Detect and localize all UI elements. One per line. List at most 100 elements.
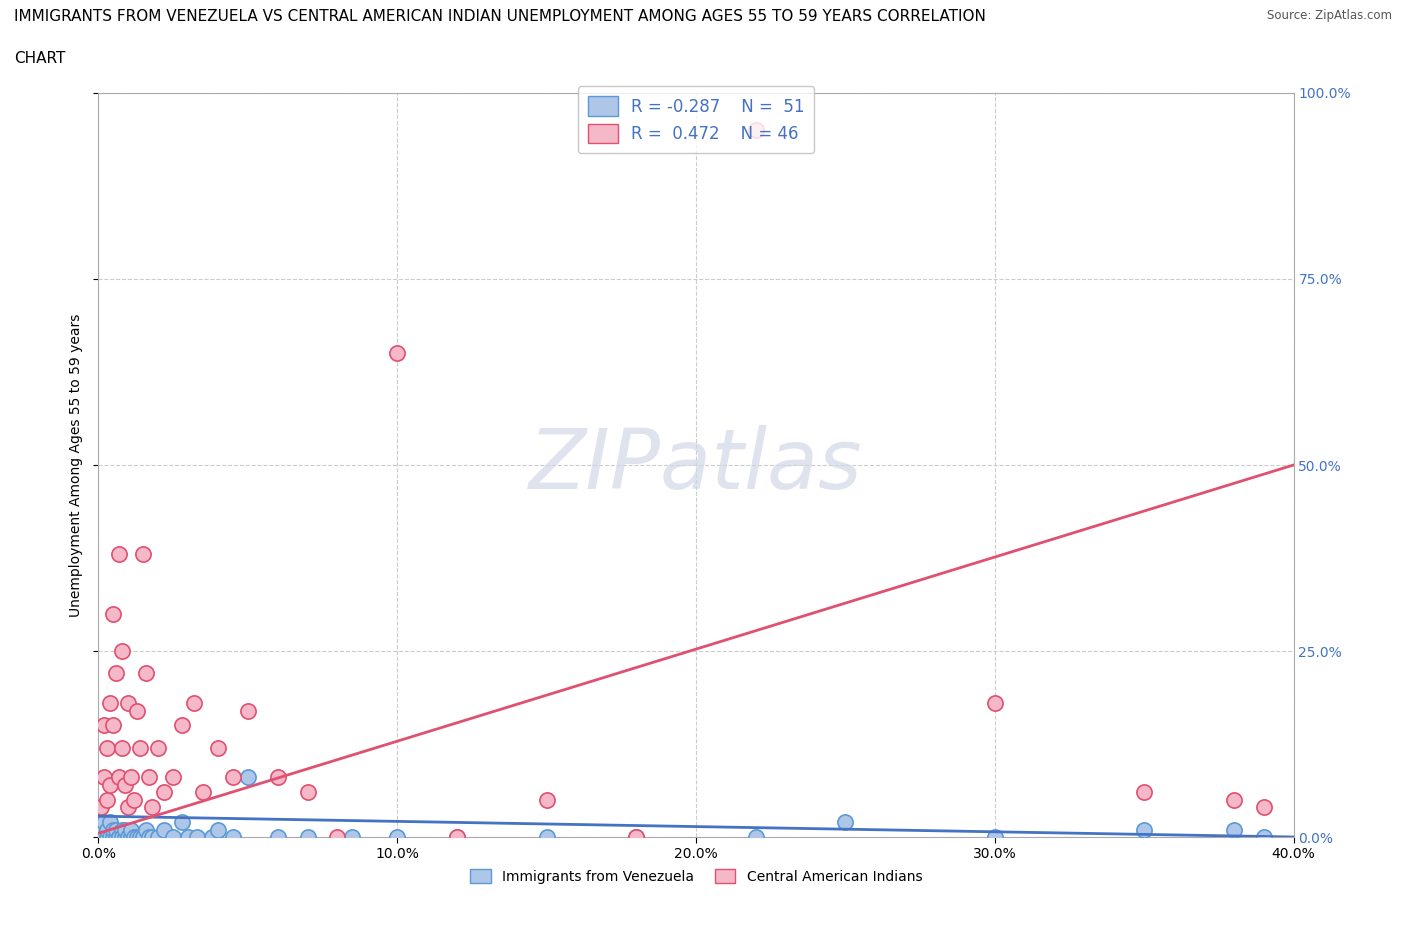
Point xyxy=(98,777,122,792)
Point xyxy=(93,718,115,733)
Point xyxy=(114,777,136,792)
Point xyxy=(117,696,139,711)
Point xyxy=(1223,792,1246,807)
Point xyxy=(385,346,409,361)
Point xyxy=(103,718,125,733)
Point xyxy=(98,815,122,830)
Point xyxy=(124,792,146,807)
Point xyxy=(120,822,142,837)
Point xyxy=(297,785,319,800)
Point xyxy=(120,770,142,785)
Point xyxy=(105,830,128,844)
Point xyxy=(96,792,118,807)
Point xyxy=(127,830,149,844)
Point xyxy=(172,815,194,830)
Point xyxy=(103,606,125,621)
Point xyxy=(148,740,170,755)
Text: IMMIGRANTS FROM VENEZUELA VS CENTRAL AMERICAN INDIAN UNEMPLOYMENT AMONG AGES 55 : IMMIGRANTS FROM VENEZUELA VS CENTRAL AME… xyxy=(14,9,986,24)
Legend: Immigrants from Venezuela, Central American Indians: Immigrants from Venezuela, Central Ameri… xyxy=(464,864,928,890)
Point xyxy=(98,696,122,711)
Point xyxy=(385,830,409,844)
Point xyxy=(222,830,245,844)
Point xyxy=(96,830,118,844)
Point xyxy=(93,770,115,785)
Point xyxy=(162,770,184,785)
Point xyxy=(98,830,122,844)
Point xyxy=(745,830,768,844)
Point xyxy=(1253,800,1275,815)
Point xyxy=(108,547,131,562)
Point xyxy=(834,815,856,830)
Point xyxy=(108,830,131,844)
Point xyxy=(93,830,115,844)
Point xyxy=(117,830,139,844)
Point xyxy=(162,830,184,844)
Point xyxy=(186,830,208,844)
Point xyxy=(103,822,125,837)
Point xyxy=(236,770,259,785)
Point xyxy=(111,740,134,755)
Point xyxy=(342,830,364,844)
Point xyxy=(129,740,152,755)
Point xyxy=(267,770,290,785)
Point xyxy=(183,696,205,711)
Point xyxy=(138,830,160,844)
Point xyxy=(108,830,131,844)
Point xyxy=(626,830,648,844)
Point xyxy=(111,644,134,658)
Point xyxy=(201,830,224,844)
Point xyxy=(984,696,1007,711)
Point xyxy=(120,830,142,844)
Point xyxy=(93,815,115,830)
Point xyxy=(297,830,319,844)
Point xyxy=(111,830,134,844)
Point xyxy=(984,830,1007,844)
Point xyxy=(141,800,163,815)
Point xyxy=(141,830,163,844)
Point xyxy=(626,830,648,844)
Point xyxy=(446,830,468,844)
Point xyxy=(114,830,136,844)
Point xyxy=(536,792,558,807)
Point xyxy=(1133,822,1156,837)
Point xyxy=(207,740,229,755)
Point xyxy=(1253,830,1275,844)
Point xyxy=(326,830,349,844)
Point xyxy=(267,830,290,844)
Point xyxy=(114,822,136,837)
Point xyxy=(132,547,155,562)
Point xyxy=(191,785,214,800)
Point xyxy=(153,785,176,800)
Point xyxy=(745,123,768,138)
Point xyxy=(117,800,139,815)
Point xyxy=(129,830,152,844)
Point xyxy=(105,666,128,681)
Point xyxy=(135,822,157,837)
Point xyxy=(90,800,112,815)
Point xyxy=(117,830,139,844)
Point xyxy=(96,740,118,755)
Point xyxy=(124,830,146,844)
Point xyxy=(132,830,155,844)
Y-axis label: Unemployment Among Ages 55 to 59 years: Unemployment Among Ages 55 to 59 years xyxy=(69,313,83,617)
Point xyxy=(96,822,118,837)
Point xyxy=(135,666,157,681)
Point xyxy=(153,822,176,837)
Point xyxy=(172,718,194,733)
Point xyxy=(222,770,245,785)
Point xyxy=(207,822,229,837)
Point xyxy=(103,830,125,844)
Point xyxy=(148,830,170,844)
Point xyxy=(1133,785,1156,800)
Point xyxy=(90,822,112,837)
Point xyxy=(105,822,128,837)
Point xyxy=(111,822,134,837)
Point xyxy=(236,703,259,718)
Point xyxy=(108,770,131,785)
Text: ZIPatlas: ZIPatlas xyxy=(529,424,863,506)
Point xyxy=(177,830,200,844)
Point xyxy=(536,830,558,844)
Text: CHART: CHART xyxy=(14,51,66,66)
Point xyxy=(127,703,149,718)
Text: Source: ZipAtlas.com: Source: ZipAtlas.com xyxy=(1267,9,1392,22)
